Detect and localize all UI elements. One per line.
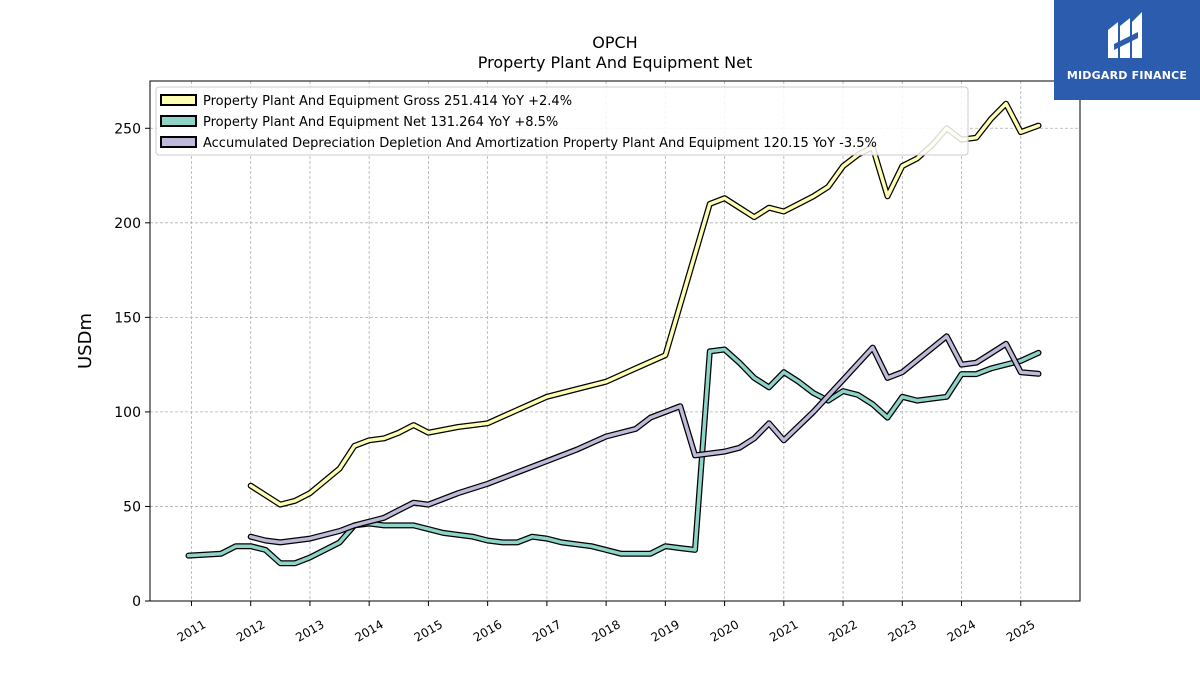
x-tick-label: 2012 [234, 617, 267, 644]
y-tick-label: 100 [114, 405, 141, 421]
x-tick-label: 2016 [471, 617, 504, 644]
legend-label: Accumulated Depreciation Depletion And A… [203, 136, 877, 151]
x-tick-label: 2021 [767, 617, 800, 644]
legend-swatch [160, 136, 197, 148]
x-tick-label: 2014 [352, 617, 385, 644]
x-tick-label: 2013 [293, 617, 326, 644]
logo-mark-icon [1108, 12, 1142, 58]
logo-text: MIDGARD FINANCE [1066, 69, 1188, 82]
legend-swatch [160, 94, 197, 106]
x-tick-label: 2022 [826, 617, 859, 644]
x-axis-ticks: 2011 2012 2013 2014 2015 2016 2017 2018 2019 2020… [175, 601, 1037, 645]
x-tick-label: 2019 [649, 617, 682, 644]
y-tick-label: 50 [123, 499, 141, 515]
x-tick-label: 2025 [1004, 617, 1037, 644]
legend-label: Property Plant And Equipment Net 131.264… [203, 115, 558, 130]
legend: Property Plant And Equipment Gross 251.4… [155, 86, 969, 156]
plot-area-frame [149, 80, 1081, 602]
y-tick-label: 150 [114, 310, 141, 326]
x-tick-label: 2020 [708, 617, 741, 644]
y-axis-ticks: 0 50 100 150 200 250 [114, 121, 150, 610]
x-tick-label: 2024 [945, 617, 978, 644]
legend-box [155, 86, 969, 156]
series-line [248, 334, 1041, 545]
legend-label: Property Plant And Equipment Gross 251.4… [203, 94, 572, 109]
chart-title: OPCH [592, 33, 637, 52]
x-tick-label: 2011 [175, 617, 208, 644]
y-tick-label: 250 [114, 121, 141, 137]
y-tick-label: 200 [114, 216, 141, 232]
y-axis-label: USDm [75, 313, 96, 369]
x-tick-label: 2023 [886, 617, 919, 644]
y-tick-label: 0 [132, 594, 141, 610]
x-tick-label: 2018 [589, 617, 622, 644]
chart-subtitle: Property Plant And Equipment Net [478, 53, 753, 72]
series-lines [185, 100, 1042, 567]
legend-swatch [160, 115, 197, 127]
x-tick-label: 2015 [412, 617, 445, 644]
x-tick-label: 2017 [530, 617, 563, 644]
midgard-finance-logo: MIDGARD FINANCE [1054, 0, 1200, 100]
